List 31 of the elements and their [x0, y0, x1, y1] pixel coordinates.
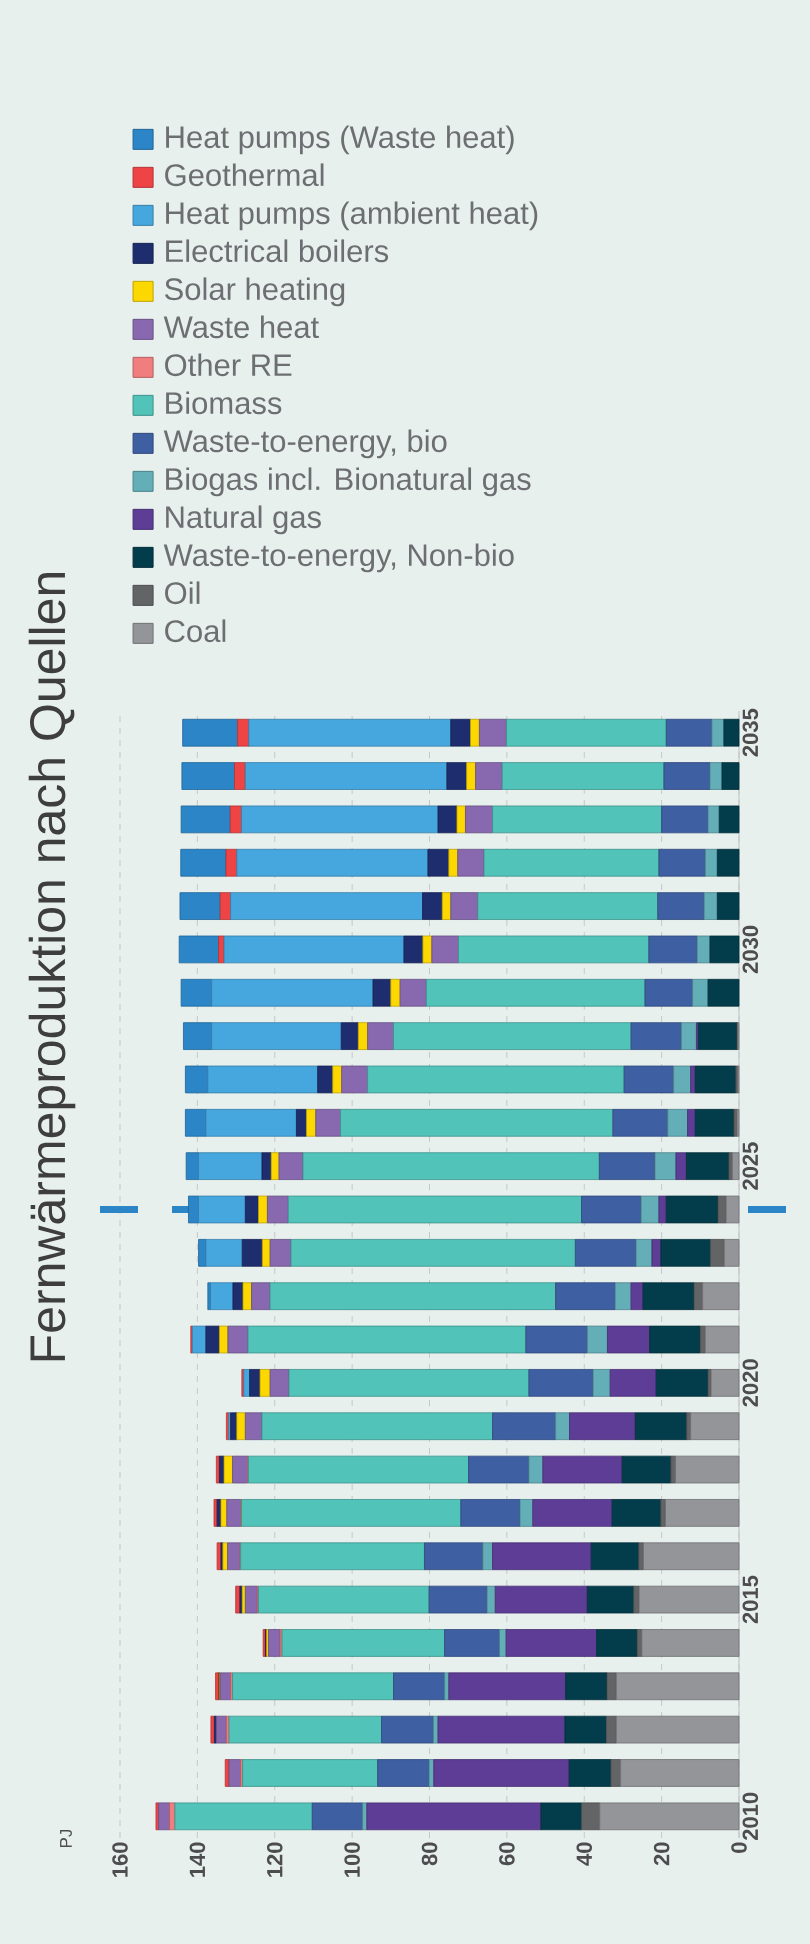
- legend-label: Heat pumps (Waste heat): [166, 125, 514, 155]
- legend-label: Heat pumps (ambient heat): [166, 201, 538, 231]
- legend-label: Waste-to-energy, bio: [163, 429, 447, 459]
- x-tick-label: 0: [731, 1842, 747, 1853]
- x-tick-label: 20: [653, 1842, 670, 1866]
- legend-label: Waste heat: [163, 315, 319, 339]
- x-tick-label: 60: [499, 1842, 515, 1866]
- y-tick-label: 2035: [742, 708, 759, 757]
- text: Fernwärmeproduktion nach Quellen: [28, 572, 76, 1361]
- text: PJ: [60, 1829, 72, 1848]
- y-tick-label: 2015: [742, 1575, 759, 1624]
- x-tick-label: 40: [576, 1842, 593, 1866]
- legend-label: Solar heating: [164, 277, 345, 307]
- x-tick-label: 100: [344, 1842, 360, 1877]
- y-tick-label: 2030: [742, 925, 759, 974]
- y-tick-label: 2020: [742, 1359, 759, 1407]
- y-tick-label: 2025: [742, 1142, 759, 1190]
- legend-label: Waste-to-energy, Non-bio: [163, 543, 514, 573]
- legend-label: Other RE: [165, 353, 292, 377]
- legend-label: Biogas incl. Bionatural gas: [166, 467, 531, 497]
- x-tick-label: 160: [112, 1842, 128, 1877]
- x-tick-label: 120: [266, 1842, 283, 1877]
- legend-label: Biomass: [166, 391, 282, 415]
- legend-label: Electrical boilers: [166, 239, 389, 263]
- legend-label: Oil: [165, 581, 200, 605]
- y-tick-label: 2010: [742, 1792, 759, 1841]
- legend-label: Geothermal: [165, 163, 324, 187]
- x-tick-label: 80: [421, 1842, 438, 1866]
- x-tick-label: 140: [189, 1842, 206, 1877]
- legend-label: Coal: [165, 619, 226, 643]
- legend-label: Natural gas: [166, 505, 321, 535]
